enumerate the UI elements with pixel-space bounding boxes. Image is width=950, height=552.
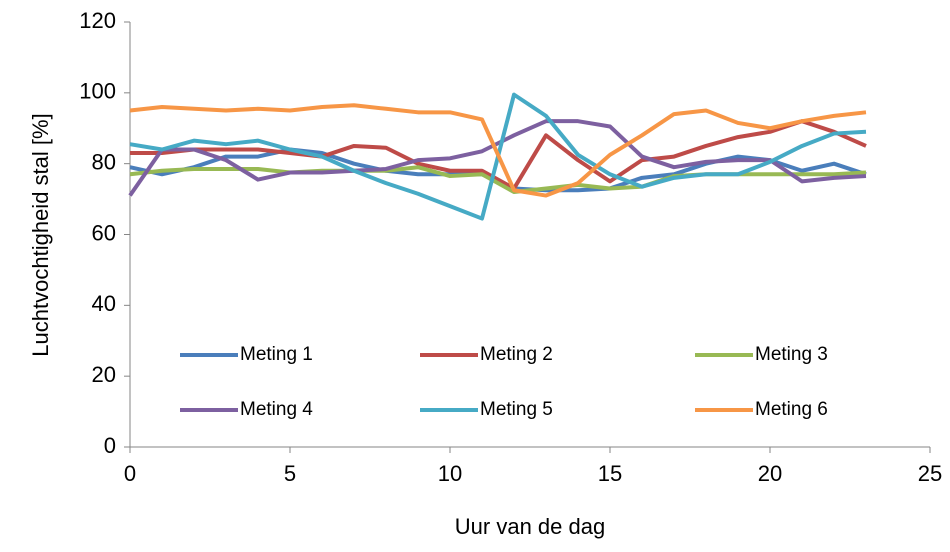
x-tick-label: 0 [124, 461, 136, 486]
legend-label: Meting 3 [755, 344, 828, 365]
x-tick-label: 5 [284, 461, 296, 486]
data-line [130, 119, 867, 191]
legend-label: Meting 5 [480, 399, 553, 420]
x-axis-label: Uur van de dag [455, 514, 605, 539]
legend-label: Meting 6 [755, 399, 828, 420]
y-tick-label: 100 [79, 79, 116, 104]
x-tick-label: 10 [438, 461, 462, 486]
x-tick-label: 25 [918, 461, 942, 486]
y-axis-label: Luchtvochtigheid stal [%] [28, 113, 53, 356]
legend-label: Meting 4 [240, 399, 313, 420]
y-tick-label: 80 [92, 149, 116, 174]
y-tick-label: 40 [92, 291, 116, 316]
y-tick-label: 60 [92, 220, 116, 245]
legend-label: Meting 1 [240, 344, 313, 365]
legend-label: Meting 2 [480, 344, 553, 365]
data-line [129, 103, 867, 198]
y-tick-label: 120 [79, 8, 116, 33]
x-tick-label: 20 [758, 461, 782, 486]
y-tick-label: 0 [104, 433, 116, 458]
y-tick-label: 20 [92, 362, 116, 387]
x-tick-label: 15 [598, 461, 622, 486]
data-line [128, 119, 867, 197]
